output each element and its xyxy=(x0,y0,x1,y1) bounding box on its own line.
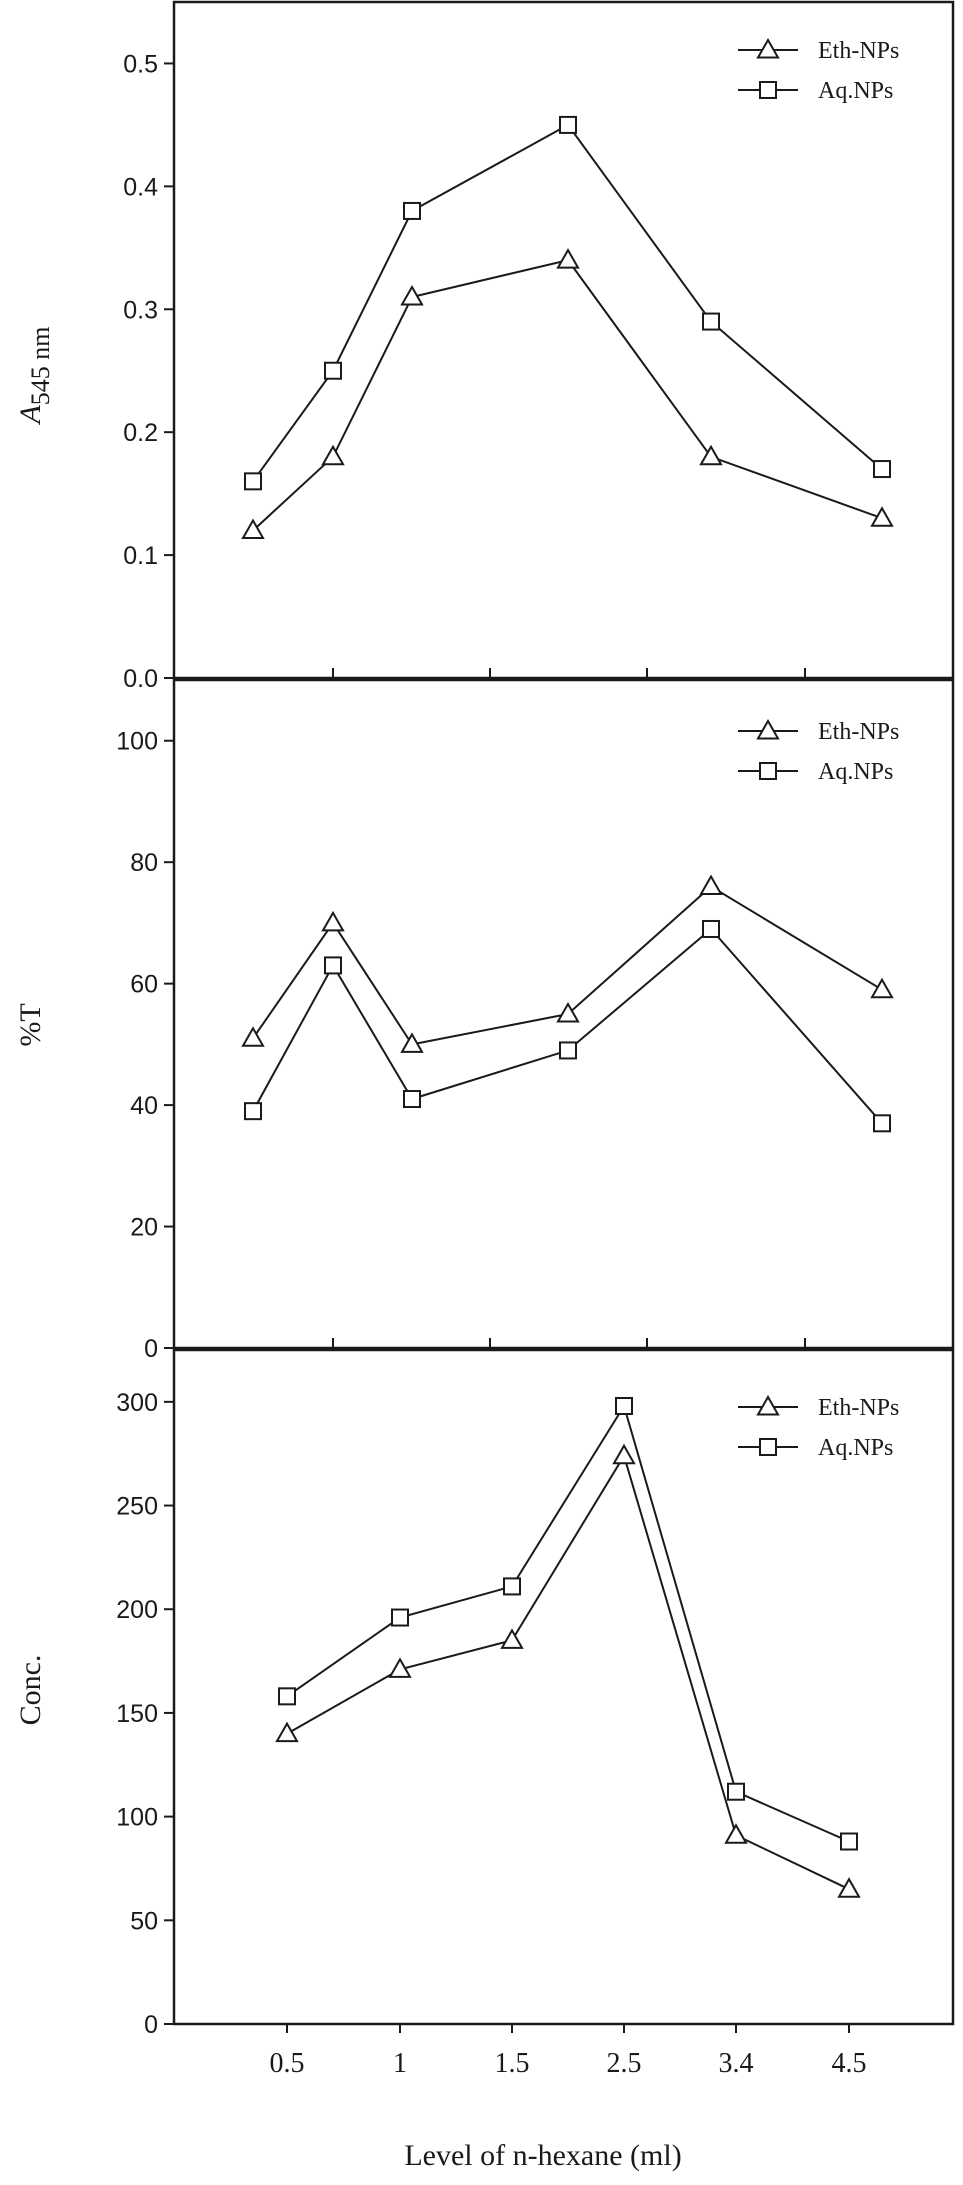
legend-label: Eth-NPs xyxy=(818,719,899,745)
panel-2-point-eth xyxy=(870,977,894,999)
panel-1-point-aq xyxy=(559,115,577,134)
legend-marker xyxy=(756,1394,780,1416)
panel-1-point-eth xyxy=(321,444,345,466)
panel-1-marks: 0.0 0.1 0.2 0.3 0.4 0.5 Eth-NPs Aq.NPs xyxy=(123,0,955,693)
panel-3-series-line-aq xyxy=(286,1403,850,1843)
panel-1-point-eth xyxy=(400,284,424,306)
x-tick-label: 4.5 xyxy=(832,2048,867,2079)
panel-3-ytick-label: 150 xyxy=(116,1700,158,1728)
x-axis-title: Level of n-hexane (ml) xyxy=(404,2139,681,2172)
panel-3-ytick-label: 250 xyxy=(116,1493,158,1521)
legend-label: Eth-NPs xyxy=(818,1395,899,1421)
panel-3-point-aq xyxy=(391,1608,409,1627)
panel-2-point-eth xyxy=(556,1001,580,1023)
panel-2-ytick-label: 80 xyxy=(130,849,158,877)
panel-3-series-line-eth xyxy=(286,1453,850,1891)
panel-1-frame xyxy=(172,0,955,680)
panel-transmittance: 0 20 40 60 80 100 Eth-NPs Aq.NPs %T xyxy=(14,678,955,1363)
panel-2-point-aq xyxy=(559,1041,577,1060)
panel-3-ytick-label: 50 xyxy=(130,1907,158,1935)
legend-marker xyxy=(759,762,777,780)
panel-2-series-line-eth xyxy=(252,885,883,1046)
panel-2-point-aq xyxy=(324,956,342,975)
panel-3-point-eth xyxy=(388,1657,412,1678)
panel-2-point-eth xyxy=(400,1032,424,1053)
panel-3-point-aq xyxy=(503,1577,521,1596)
legend-label: Aq.NPs xyxy=(818,759,893,785)
x-tick-label: 1 xyxy=(393,2048,407,2079)
panel-1-ytick-label: 0.3 xyxy=(123,296,158,324)
panel-1-ytick-label: 0.2 xyxy=(123,419,158,447)
panel-2-point-aq xyxy=(873,1114,891,1133)
panel-2-ytick-label: 20 xyxy=(130,1214,158,1242)
panel-1-series-line-aq xyxy=(252,123,883,482)
panel-3-ytick-label: 200 xyxy=(116,1596,158,1624)
panel-2-point-eth xyxy=(241,1026,265,1047)
panel-2-ytick-label: 60 xyxy=(130,971,158,999)
panel-1-ytick-label: 0.5 xyxy=(123,50,158,78)
panel-2-frame xyxy=(172,678,955,1350)
legend-marker xyxy=(756,718,780,740)
panel-1-series-line-eth xyxy=(252,258,883,532)
panel-2-point-aq xyxy=(244,1102,262,1121)
panel-1-point-eth xyxy=(556,248,580,269)
panel-2-ytick-label: 40 xyxy=(130,1092,158,1120)
panel-1-point-aq xyxy=(403,201,421,220)
panel-3-ytick-label: 0 xyxy=(144,2011,158,2039)
panel-3-point-eth xyxy=(724,1823,748,1844)
panel-1-point-aq xyxy=(244,472,262,491)
panel-1-point-aq xyxy=(324,361,342,380)
panel-1-point-eth xyxy=(241,518,265,540)
panel-1-point-aq xyxy=(702,312,720,331)
panel-3-point-eth xyxy=(612,1443,636,1465)
panel-1-point-eth xyxy=(699,444,723,466)
legend-marker xyxy=(759,81,777,99)
legend-label: Aq.NPs xyxy=(818,78,893,104)
panel-2-marks: 0 20 40 60 80 100 Eth-NPs Aq.NPs xyxy=(116,678,955,1363)
panel-2-point-aq xyxy=(702,919,720,938)
panel-2-ytick-label: 100 xyxy=(116,728,158,756)
x-tick-label: 3.4 xyxy=(719,2048,754,2079)
x-tick-label: 1.5 xyxy=(495,2048,530,2079)
panel-3-point-eth xyxy=(275,1721,299,1743)
panel-3-point-eth xyxy=(837,1877,861,1898)
panel-2-point-eth xyxy=(699,874,723,895)
panel-1-point-aq xyxy=(873,460,891,479)
panel-1-ytick-label: 0.0 xyxy=(123,665,158,693)
panel-2-series-line-aq xyxy=(252,927,883,1124)
panel-3-point-aq xyxy=(615,1396,633,1415)
panel-3-frame xyxy=(172,1348,955,2026)
panel-2-point-eth xyxy=(321,910,345,932)
legend-label: Eth-NPs xyxy=(818,38,899,64)
panel-3-ylabel: Conc. xyxy=(14,1655,47,1726)
panel-3-marks: 0 50 100 150 200 250 300 0.5 1 1.5 2.5 3.4 4.5 Eth-NP… xyxy=(116,1348,955,2079)
panel-3-point-eth xyxy=(500,1628,524,1649)
panel-3-ytick-label: 100 xyxy=(116,1804,158,1832)
panel-1-ylabel: A545 nm xyxy=(14,326,55,425)
panel-3-point-aq xyxy=(727,1782,745,1801)
x-tick-label: 0.5 xyxy=(270,2048,305,2079)
panel-2-point-aq xyxy=(403,1090,421,1109)
panel-1-point-eth xyxy=(870,506,894,527)
panel-2-ylabel: %T xyxy=(14,1003,47,1046)
panel-3-point-aq xyxy=(278,1687,296,1706)
panel-2-ytick-label: 0 xyxy=(144,1335,158,1363)
panel-3-ytick-label: 300 xyxy=(116,1389,158,1417)
panel-1-ytick-label: 0.4 xyxy=(123,173,158,201)
legend-marker xyxy=(759,1438,777,1456)
panel-absorbance: 0.0 0.1 0.2 0.3 0.4 0.5 Eth-NPs Aq.NPs A545 nm xyxy=(14,0,955,693)
panel-3-point-aq xyxy=(840,1832,858,1851)
x-tick-label: 2.5 xyxy=(607,2048,642,2079)
panel-concentration: 0 50 100 150 200 250 300 0.5 1 1.5 2.5 3.4 4.5 Eth-NP… xyxy=(14,1348,955,2079)
legend-label: Aq.NPs xyxy=(818,1435,893,1461)
legend-marker xyxy=(756,37,780,59)
panel-1-ytick-label: 0.1 xyxy=(123,542,158,570)
